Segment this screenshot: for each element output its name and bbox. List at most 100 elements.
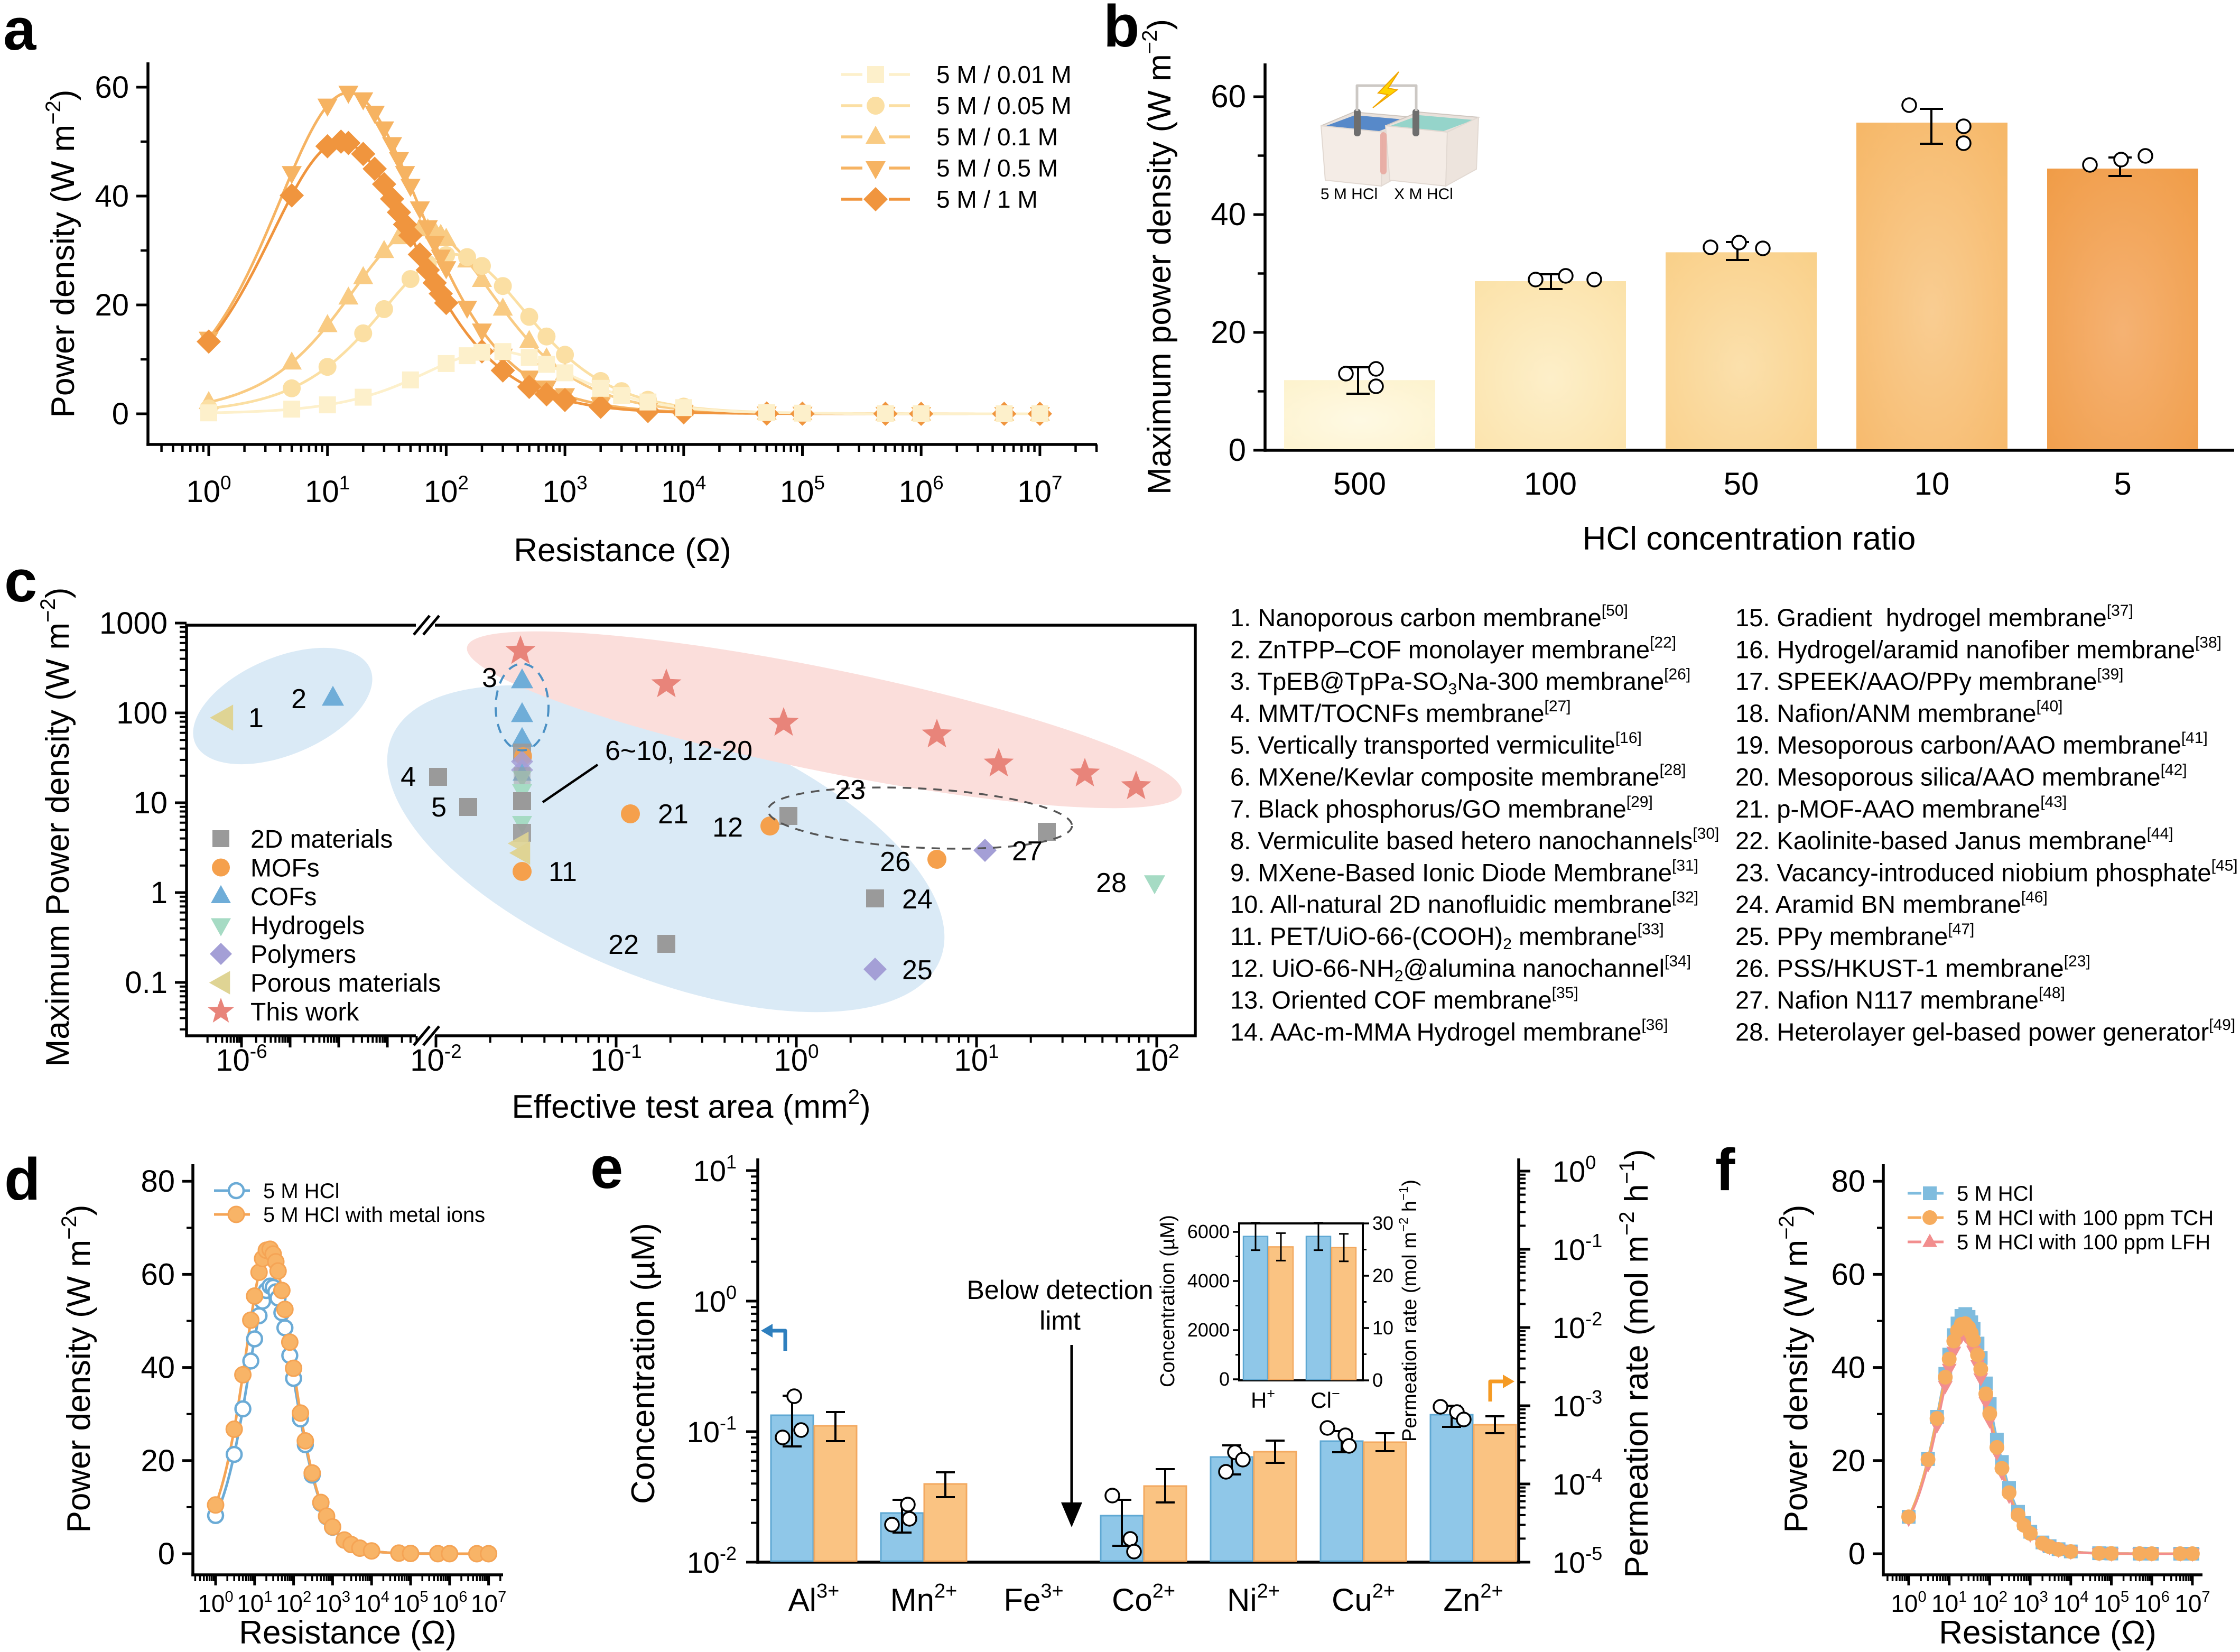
svg-text:5 M HCl with 100 ppm LFH: 5 M HCl with 100 ppm LFH bbox=[1957, 1231, 2210, 1254]
svg-text:60: 60 bbox=[141, 1257, 175, 1292]
svg-text:8. Vermiculite based hetero na: 8. Vermiculite based hetero nanochannels… bbox=[1230, 825, 1719, 855]
svg-text:10-2: 10-2 bbox=[1553, 1308, 1602, 1344]
svg-text:3: 3 bbox=[482, 663, 497, 693]
svg-text:5 M / 0.1 M: 5 M / 0.1 M bbox=[936, 123, 1058, 151]
svg-text:Effective test area (mm2): Effective test area (mm2) bbox=[512, 1085, 870, 1125]
svg-text:40: 40 bbox=[141, 1351, 175, 1385]
svg-text:101: 101 bbox=[1931, 1589, 1967, 1617]
svg-text:6. MXene/Kevlar composite memb: 6. MXene/Kevlar composite membrane[28] bbox=[1230, 762, 1686, 791]
svg-text:107: 107 bbox=[471, 1589, 506, 1617]
svg-text:16. Hydrogel/aramid nanofiber: 16. Hydrogel/aramid nanofiber membrane[3… bbox=[1735, 634, 2222, 663]
svg-text:Concentration (µM): Concentration (µM) bbox=[625, 1223, 662, 1504]
svg-text:100: 100 bbox=[693, 1282, 737, 1318]
svg-text:21. p-MOF-AAO membrane[43]: 21. p-MOF-AAO membrane[43] bbox=[1735, 793, 2067, 823]
svg-text:100: 100 bbox=[774, 1041, 819, 1078]
svg-text:24: 24 bbox=[902, 884, 933, 915]
svg-text:22. Kaolinite-based Janus memb: 22. Kaolinite-based Janus membrane[44] bbox=[1735, 825, 2173, 855]
svg-text:Cl−: Cl− bbox=[1310, 1386, 1340, 1413]
svg-text:30: 30 bbox=[1372, 1212, 1393, 1234]
svg-text:10-2: 10-2 bbox=[687, 1543, 737, 1579]
svg-text:15. Gradient hydrogel membran: 15. Gradient hydrogel membrane[37] bbox=[1735, 602, 2133, 632]
svg-text:60: 60 bbox=[1831, 1257, 1865, 1292]
svg-text:103: 103 bbox=[543, 472, 588, 509]
svg-text:2D materials: 2D materials bbox=[250, 825, 393, 853]
svg-text:10: 10 bbox=[1914, 466, 1950, 502]
svg-text:Al3+: Al3+ bbox=[788, 1580, 840, 1618]
svg-text:4: 4 bbox=[401, 762, 416, 792]
svg-text:13. Oriented COF membrane[35]: 13. Oriented COF membrane[35] bbox=[1230, 985, 1578, 1014]
svg-text:d: d bbox=[4, 1146, 40, 1212]
svg-text:20: 20 bbox=[1831, 1444, 1865, 1478]
svg-text:Resistance (Ω): Resistance (Ω) bbox=[514, 532, 731, 569]
svg-text:5 M HCl: 5 M HCl bbox=[1957, 1182, 2033, 1205]
svg-text:103: 103 bbox=[315, 1589, 350, 1617]
svg-text:105: 105 bbox=[780, 472, 825, 509]
svg-text:10-1: 10-1 bbox=[687, 1412, 737, 1449]
svg-text:18. Nafion/ANM membrane[40]: 18. Nafion/ANM membrane[40] bbox=[1735, 698, 2063, 727]
svg-text:X M HCl: X M HCl bbox=[1394, 185, 1453, 203]
svg-text:10-4: 10-4 bbox=[1553, 1464, 1602, 1501]
svg-text:Maximum power density (W m−2): Maximum power density (W m−2) bbox=[1138, 19, 1178, 495]
svg-text:c: c bbox=[4, 548, 37, 614]
svg-text:b: b bbox=[1103, 0, 1139, 59]
svg-text:9. MXene-Based Ionic Diode Mem: 9. MXene-Based Ionic Diode Membrane[31] bbox=[1230, 857, 1698, 886]
svg-text:100: 100 bbox=[116, 696, 168, 730]
svg-text:102: 102 bbox=[276, 1589, 311, 1617]
svg-text:Power density (W m−2): Power density (W m−2) bbox=[1775, 1205, 1815, 1533]
svg-text:101: 101 bbox=[954, 1041, 999, 1078]
svg-text:5. Vertically transported verm: 5. Vertically transported vermiculite[16… bbox=[1230, 729, 1642, 759]
svg-text:2: 2 bbox=[291, 684, 306, 714]
svg-text:103: 103 bbox=[2012, 1589, 2048, 1617]
svg-text:106: 106 bbox=[899, 472, 944, 509]
svg-text:3. TpEB@TpPa-SO3Na-300 membran: 3. TpEB@TpPa-SO3Na-300 membrane[26] bbox=[1230, 666, 1690, 698]
svg-text:11: 11 bbox=[549, 857, 577, 887]
svg-text:10: 10 bbox=[1372, 1317, 1393, 1339]
svg-text:101: 101 bbox=[305, 472, 350, 509]
svg-text:12. UiO-66-NH2@alumina nanocha: 12. UiO-66-NH2@alumina nanochannel[34] bbox=[1230, 952, 1691, 985]
svg-text:0: 0 bbox=[1372, 1369, 1383, 1391]
svg-text:MOFs: MOFs bbox=[250, 855, 320, 883]
svg-text:20: 20 bbox=[141, 1444, 175, 1478]
svg-text:4. MMT/TOCNFs membrane[27]: 4. MMT/TOCNFs membrane[27] bbox=[1230, 698, 1571, 727]
svg-text:0: 0 bbox=[158, 1537, 175, 1571]
svg-text:107: 107 bbox=[1017, 472, 1062, 509]
svg-text:21: 21 bbox=[658, 799, 689, 830]
svg-text:23: 23 bbox=[835, 775, 866, 805]
svg-text:105: 105 bbox=[2094, 1589, 2129, 1617]
svg-text:100: 100 bbox=[1553, 1152, 1596, 1188]
svg-text:5 M / 0.5 M: 5 M / 0.5 M bbox=[936, 154, 1058, 182]
svg-text:102: 102 bbox=[424, 472, 469, 509]
svg-text:14. AAc-m-MMA Hydrogel membran: 14. AAc-m-MMA Hydrogel membrane[36] bbox=[1230, 1016, 1668, 1046]
svg-text:102: 102 bbox=[1134, 1041, 1179, 1078]
svg-text:101: 101 bbox=[693, 1151, 737, 1187]
svg-text:2000: 2000 bbox=[1187, 1319, 1230, 1341]
svg-text:0: 0 bbox=[1219, 1368, 1230, 1390]
svg-text:104: 104 bbox=[2053, 1589, 2088, 1617]
svg-text:40: 40 bbox=[1831, 1351, 1865, 1385]
svg-text:Maximum Power density (W m−2): Maximum Power density (W m−2) bbox=[36, 588, 76, 1067]
svg-text:10-2: 10-2 bbox=[410, 1041, 461, 1078]
svg-text:Zn2+: Zn2+ bbox=[1443, 1580, 1503, 1618]
svg-text:500: 500 bbox=[1333, 466, 1386, 502]
svg-text:11. PET/UiO-66-(COOH)2 membran: 11. PET/UiO-66-(COOH)2 membrane[33] bbox=[1230, 921, 1664, 953]
svg-text:H+: H+ bbox=[1251, 1386, 1275, 1413]
svg-text:10-5: 10-5 bbox=[1553, 1543, 1602, 1579]
svg-text:Below detection: Below detection bbox=[966, 1275, 1153, 1305]
svg-text:COFs: COFs bbox=[250, 883, 317, 911]
svg-text:e: e bbox=[590, 1135, 623, 1201]
svg-text:5 M / 1 M: 5 M / 1 M bbox=[936, 185, 1038, 213]
svg-text:Power density (W m−2): Power density (W m−2) bbox=[58, 1205, 97, 1533]
svg-text:5: 5 bbox=[2114, 466, 2131, 502]
svg-text:0: 0 bbox=[112, 397, 129, 431]
svg-text:2. ZnTPP–COF monolayer membran: 2. ZnTPP–COF monolayer membrane[22] bbox=[1230, 634, 1676, 663]
svg-text:12: 12 bbox=[712, 812, 743, 843]
svg-text:100: 100 bbox=[186, 472, 231, 509]
svg-text:104: 104 bbox=[661, 472, 706, 509]
svg-text:HCl concentration ratio: HCl concentration ratio bbox=[1583, 521, 1916, 557]
svg-text:10-1: 10-1 bbox=[1553, 1230, 1602, 1266]
svg-text:50: 50 bbox=[1724, 466, 1759, 502]
svg-text:19. Mesoporous carbon/AAO memb: 19. Mesoporous carbon/AAO membrane[41] bbox=[1735, 729, 2208, 759]
svg-text:0.1: 0.1 bbox=[125, 966, 168, 1000]
svg-text:20: 20 bbox=[1372, 1265, 1393, 1286]
svg-text:80: 80 bbox=[1831, 1164, 1865, 1199]
